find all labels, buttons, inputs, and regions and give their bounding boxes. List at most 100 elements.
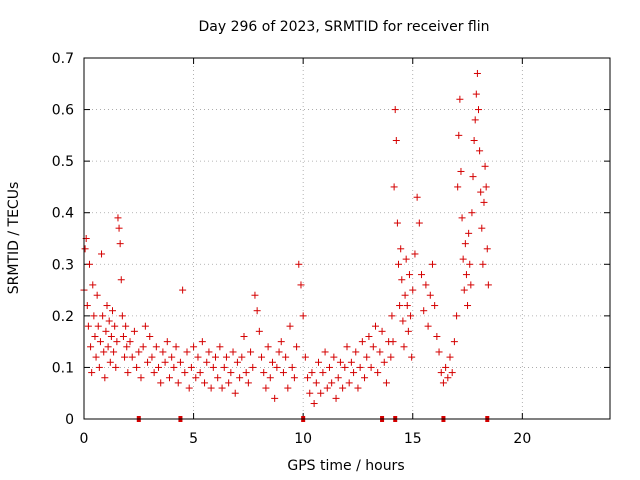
data-points [80,69,492,408]
data-point [397,245,405,253]
data-point [168,353,176,361]
data-point [91,332,99,340]
data-point [483,245,491,253]
plot-border [83,57,611,420]
data-point [399,317,407,325]
data-point [106,358,114,366]
data-point [139,343,147,351]
data-point [286,322,294,330]
data-point [390,183,398,191]
data-point [456,95,464,103]
data-point [378,327,386,335]
data-point [181,369,189,377]
data-point [126,338,134,346]
data-point [428,260,436,268]
data-point [403,302,411,310]
data-point [102,327,110,335]
data-point [371,322,379,330]
data-point [442,363,450,371]
data-point [469,173,477,181]
data-point [321,348,329,356]
data-point [460,286,468,294]
data-point [112,363,120,371]
y-tick-label: 0.2 [52,309,74,325]
data-point [111,322,119,330]
data-point [133,363,141,371]
data-point [341,363,349,371]
x-tick-label: 20 [513,431,531,447]
data-point [98,250,106,258]
data-point [214,374,222,382]
data-point [92,353,100,361]
data-point [288,363,296,371]
y-tick-label: 0.3 [52,257,74,273]
data-point [179,286,187,294]
data-point [176,358,184,366]
data-point [225,379,233,387]
data-point [264,343,272,351]
data-point [155,363,163,371]
data-point [122,322,130,330]
data-point [356,363,364,371]
data-point [398,276,406,284]
data-point [345,379,353,387]
data-point [358,338,366,346]
data-point [93,291,101,299]
x-axis-label: GPS time / hours [287,458,404,474]
data-point [95,363,103,371]
data-point [216,343,224,351]
data-point [227,369,235,377]
data-point [87,343,95,351]
x-tick-label: 15 [404,431,422,447]
data-point [450,338,458,346]
data-point [361,374,369,382]
data-point [238,353,246,361]
data-point [247,348,255,356]
data-point [124,369,132,377]
data-point [352,348,360,356]
data-point [83,302,91,310]
data-point [157,379,165,387]
data-point [395,260,403,268]
data-point [308,369,316,377]
data-point [187,363,195,371]
data-point [458,214,466,222]
data-point [96,338,104,346]
data-point [339,384,347,392]
data-point [233,358,241,366]
data-point [113,338,121,346]
data-point [116,240,124,248]
data-point [301,353,309,361]
data-point [376,348,384,356]
data-point [317,389,325,397]
data-point [170,363,178,371]
data-point [426,291,434,299]
data-point [183,348,191,356]
y-tick-label: 0.5 [52,154,74,170]
data-point [464,302,472,310]
data-point [90,312,98,320]
data-point [114,214,122,222]
data-point [119,332,127,340]
data-point [103,302,111,310]
data-point [249,363,257,371]
data-point [473,69,481,77]
data-point [105,317,113,325]
data-point [389,338,397,346]
y-tick-label: 0.7 [52,51,74,67]
data-point [446,353,454,361]
data-point [201,379,209,387]
data-point [481,162,489,170]
data-point [404,327,412,335]
data-point [437,369,445,377]
data-point [297,281,305,289]
y-axis-label: SRMTID / TECUs [6,182,22,295]
data-point [439,379,447,387]
data-point [365,332,373,340]
data-point [255,327,263,335]
data-point [306,389,314,397]
data-point [141,322,149,330]
data-point [185,384,193,392]
data-point [159,348,167,356]
data-point [207,384,215,392]
